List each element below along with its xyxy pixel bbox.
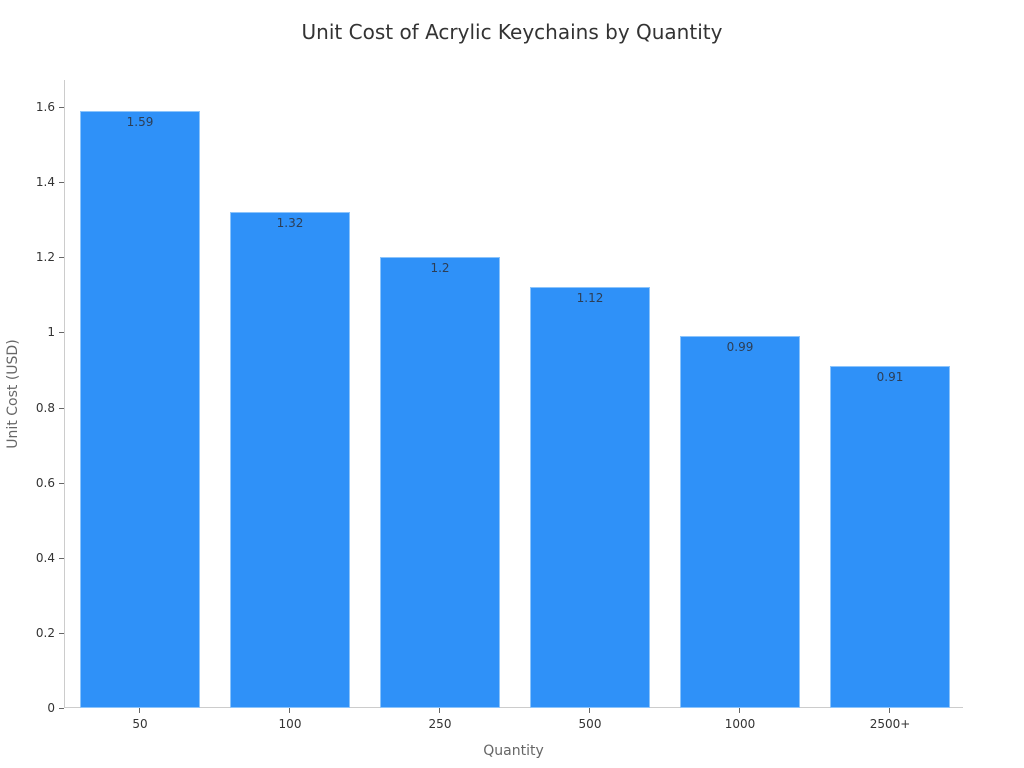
x-tick-mark bbox=[289, 708, 290, 713]
y-tick: 1 bbox=[0, 325, 64, 339]
x-tick-mark bbox=[889, 708, 890, 713]
y-axis-label: Unit Cost (USD) bbox=[5, 339, 21, 449]
x-tick-mark bbox=[589, 708, 590, 713]
y-tick: 0.6 bbox=[0, 476, 64, 490]
bar-500: 1.12 bbox=[530, 287, 650, 708]
y-tick: 0.4 bbox=[0, 551, 64, 565]
bar-100: 1.32 bbox=[230, 212, 350, 708]
bar-value-label: 1.32 bbox=[276, 216, 304, 231]
bar-value-label: 0.99 bbox=[726, 340, 754, 355]
bar-value-label: 1.59 bbox=[126, 114, 154, 129]
y-tick-label: 0.6 bbox=[35, 475, 55, 490]
y-tick-mark bbox=[59, 482, 64, 484]
x-tick-label: 500 bbox=[578, 717, 602, 731]
y-tick-label: 0.4 bbox=[35, 550, 55, 565]
y-tick-mark bbox=[59, 257, 64, 259]
bar-250: 1.2 bbox=[380, 257, 500, 708]
x-tick-label: 100 bbox=[278, 717, 302, 731]
bar-50: 1.59 bbox=[80, 110, 200, 708]
y-tick-label: 1.6 bbox=[35, 100, 55, 115]
x-tick-mark bbox=[439, 708, 440, 713]
y-tick-label: 1.4 bbox=[35, 175, 55, 190]
y-tick: 1.6 bbox=[0, 100, 64, 114]
x-tick-label: 250 bbox=[428, 717, 452, 731]
y-tick-mark bbox=[59, 632, 64, 634]
y-tick: 1.2 bbox=[0, 250, 64, 264]
y-tick-label: 0 bbox=[47, 701, 55, 715]
y-tick-mark bbox=[59, 407, 64, 409]
bar-2500+: 0.91 bbox=[830, 366, 950, 708]
y-tick-mark bbox=[59, 708, 64, 709]
y-tick: 0 bbox=[0, 701, 64, 715]
y-tick-mark bbox=[59, 332, 64, 334]
y-tick-label: 1.2 bbox=[35, 250, 55, 265]
y-tick: 0.2 bbox=[0, 626, 64, 640]
x-tick-label: 2500+ bbox=[869, 717, 911, 731]
y-tick-label: 0.8 bbox=[35, 400, 55, 415]
x-tick-label: 50 bbox=[132, 717, 148, 731]
y-tick-mark bbox=[59, 107, 64, 109]
x-tick-mark bbox=[739, 708, 740, 713]
x-tick-label: 1000 bbox=[724, 717, 756, 731]
chart-title: Unit Cost of Acrylic Keychains by Quanti… bbox=[301, 20, 723, 44]
y-tick: 0.8 bbox=[0, 401, 64, 415]
bar-value-label: 1.2 bbox=[430, 261, 450, 276]
y-tick-mark bbox=[59, 182, 64, 184]
bar-value-label: 1.12 bbox=[576, 291, 604, 306]
y-axis-line bbox=[64, 80, 65, 708]
y-tick: 1.4 bbox=[0, 175, 64, 189]
y-tick-mark bbox=[59, 557, 64, 559]
y-tick-label: 0.2 bbox=[35, 625, 55, 640]
bar-1000: 0.99 bbox=[680, 336, 800, 708]
bar-value-label: 0.91 bbox=[876, 370, 904, 385]
y-tick-label: 1 bbox=[47, 325, 55, 340]
x-tick-mark bbox=[139, 708, 140, 713]
x-axis-line bbox=[64, 707, 963, 708]
x-axis-label: Quantity bbox=[483, 743, 544, 759]
